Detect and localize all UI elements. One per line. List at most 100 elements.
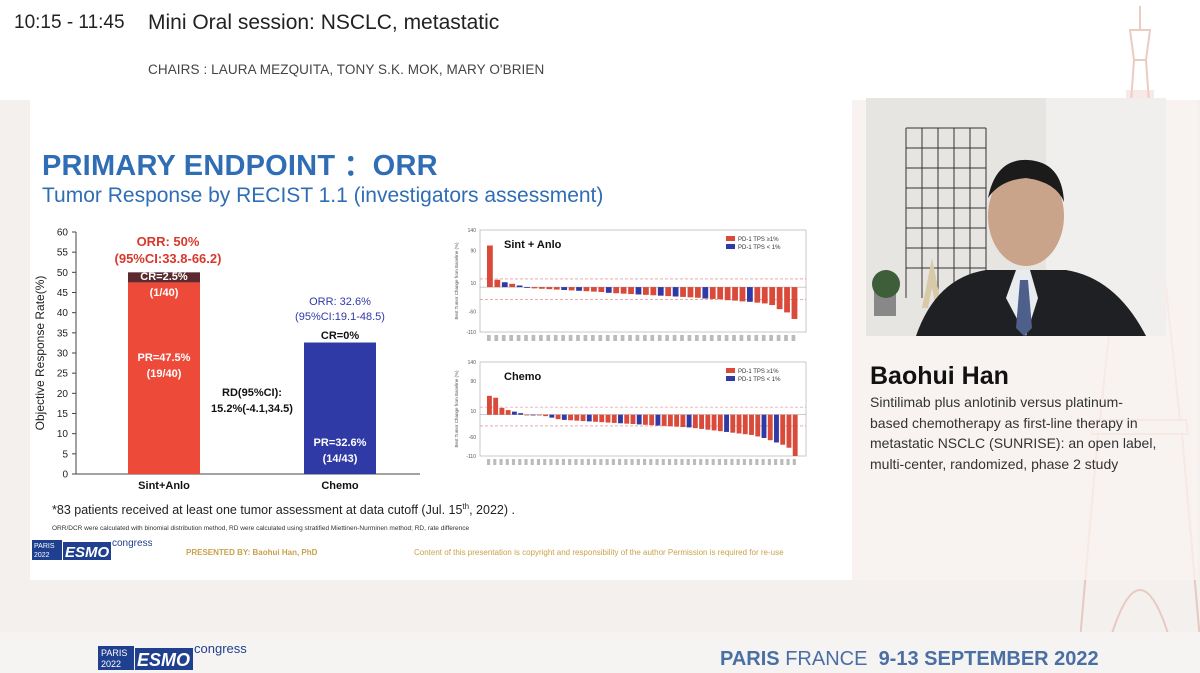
patient-id-tick	[786, 459, 790, 465]
patient-id-tick	[524, 335, 528, 341]
speaker-head	[988, 166, 1064, 266]
waterfall-bar	[657, 287, 664, 296]
session-title: Mini Oral session: NSCLC, metastatic	[148, 11, 500, 34]
waterfall-bar	[555, 414, 561, 420]
patient-id-tick	[509, 335, 513, 341]
bottom-bar	[0, 632, 1200, 673]
waterfall-bar	[635, 287, 642, 295]
patient-id-tick	[686, 459, 690, 465]
waterfall-bar	[702, 287, 709, 299]
patient-id-tick	[680, 335, 684, 341]
patient-id-tick	[780, 459, 784, 465]
y-axis-title: Best Tumor Change from Baseline (%)	[454, 370, 459, 448]
y-tick-label: -110	[466, 454, 476, 460]
patient-id-tick	[499, 459, 503, 465]
patient-id-tick	[769, 335, 773, 341]
waterfall-bar	[754, 287, 761, 303]
y-tick-label: 40	[57, 308, 69, 319]
patient-id-tick	[494, 335, 499, 341]
waterfall-bar	[749, 414, 754, 435]
logo-blue-box	[98, 646, 134, 670]
logo-blue-box	[32, 540, 62, 560]
patient-id-tick	[705, 459, 709, 465]
waterfall-bar	[761, 287, 768, 304]
plot-frame	[479, 361, 807, 457]
footnote-sup: th	[462, 502, 470, 511]
waterfall-bar	[524, 287, 530, 288]
footnote-end: , 2022) .	[469, 503, 515, 518]
patient-id-tick	[561, 459, 565, 465]
patient-id-tick	[754, 335, 759, 341]
y-tick-label: 0	[62, 470, 68, 481]
waterfall-bar	[650, 287, 657, 296]
patient-id-tick	[674, 459, 678, 465]
patient-id-tick	[730, 459, 734, 465]
orr-bar-chart: 0 5 10 15 20 25 30 35 40 45 50 55 60 Objective Respo…	[33, 228, 420, 490]
legend-label-low: PD-1 TPS < 1%	[738, 377, 781, 383]
patient-id-tick	[586, 459, 590, 465]
waterfall-bar	[598, 287, 605, 293]
waterfall-bar	[543, 414, 549, 417]
patient-id-tick	[543, 459, 547, 465]
patient-id-tick	[611, 459, 615, 465]
panel-title: Chemo	[504, 371, 542, 383]
waterfall-bar	[732, 287, 738, 301]
waterfall-bar	[643, 414, 648, 425]
waterfall-bar	[784, 287, 790, 313]
waterfall-bar	[680, 414, 686, 428]
patient-id-tick	[605, 459, 609, 465]
patient-id-tick	[695, 335, 699, 341]
waterfall-bar	[518, 413, 524, 415]
waterfall-chart-chemo: 140 90 10 -60 -110 Best Tumor Change from Bas…	[454, 360, 807, 465]
waterfall-bar	[561, 414, 567, 420]
y-tick-label: 90	[470, 379, 476, 385]
logo-year: 2022	[34, 552, 50, 559]
y-tick-label: 15	[57, 409, 69, 420]
y-tick-label: 140	[468, 360, 477, 366]
waterfall-bar	[628, 287, 634, 295]
y-tick-label: -110	[466, 330, 476, 336]
rd-label: RD(95%CI):	[222, 387, 282, 399]
patient-id-tick	[493, 459, 497, 465]
patient-id-tick	[657, 335, 662, 341]
patient-id-tick	[761, 459, 765, 465]
waterfall-bar	[695, 287, 701, 298]
y-tick-label: -60	[469, 310, 476, 316]
slide-subtitle: Tumor Response by RECIST 1.1 (investigat…	[42, 184, 604, 207]
patient-id-tick	[553, 335, 558, 341]
waterfall-bar	[672, 287, 679, 297]
esmo-logo-footer: PARIS 2022 ESMO congress	[98, 641, 247, 670]
patient-id-tick	[580, 459, 584, 465]
cr-label-arm2: CR=0%	[321, 330, 359, 342]
waterfall-bar	[792, 414, 798, 456]
y-tick-label: 35	[57, 328, 69, 339]
patient-id-tick	[774, 459, 778, 465]
patient-id-tick	[593, 459, 597, 465]
panel-title: Sint + Anlo	[504, 239, 562, 251]
y-tick-label: 20	[57, 389, 69, 400]
waterfall-bar	[624, 414, 630, 424]
patient-id-tick	[709, 335, 714, 341]
patient-id-tick	[761, 335, 766, 341]
waterfall-bar	[618, 414, 623, 424]
y-tick-label: -60	[469, 435, 476, 441]
waterfall-bar	[499, 407, 505, 415]
patient-id-tick	[643, 335, 647, 341]
speaker-name: Baohui Han	[870, 362, 1009, 390]
session-header: 10:15 - 11:45 Mini Oral session: NSCLC, …	[0, 0, 1200, 100]
patient-id-tick	[711, 459, 715, 465]
patient-id-tick	[568, 459, 572, 465]
speaker-video-frame	[866, 98, 1166, 336]
orr-ci-arm2: (95%CI:19.1-48.5)	[295, 311, 385, 323]
patient-id-tick	[568, 335, 573, 341]
patient-id-tick	[792, 459, 796, 465]
legend-label-high: PD-1 TPS ≥1%	[738, 237, 779, 243]
waterfall-bar	[530, 414, 536, 416]
patient-id-tick	[636, 459, 640, 465]
waterfall-bar	[711, 414, 717, 431]
waterfall-bar	[680, 287, 686, 297]
waterfall-bar	[574, 414, 580, 421]
waterfall-bar	[774, 414, 779, 443]
y-tick-label: 10	[470, 409, 476, 415]
patient-id-tick	[747, 335, 751, 341]
